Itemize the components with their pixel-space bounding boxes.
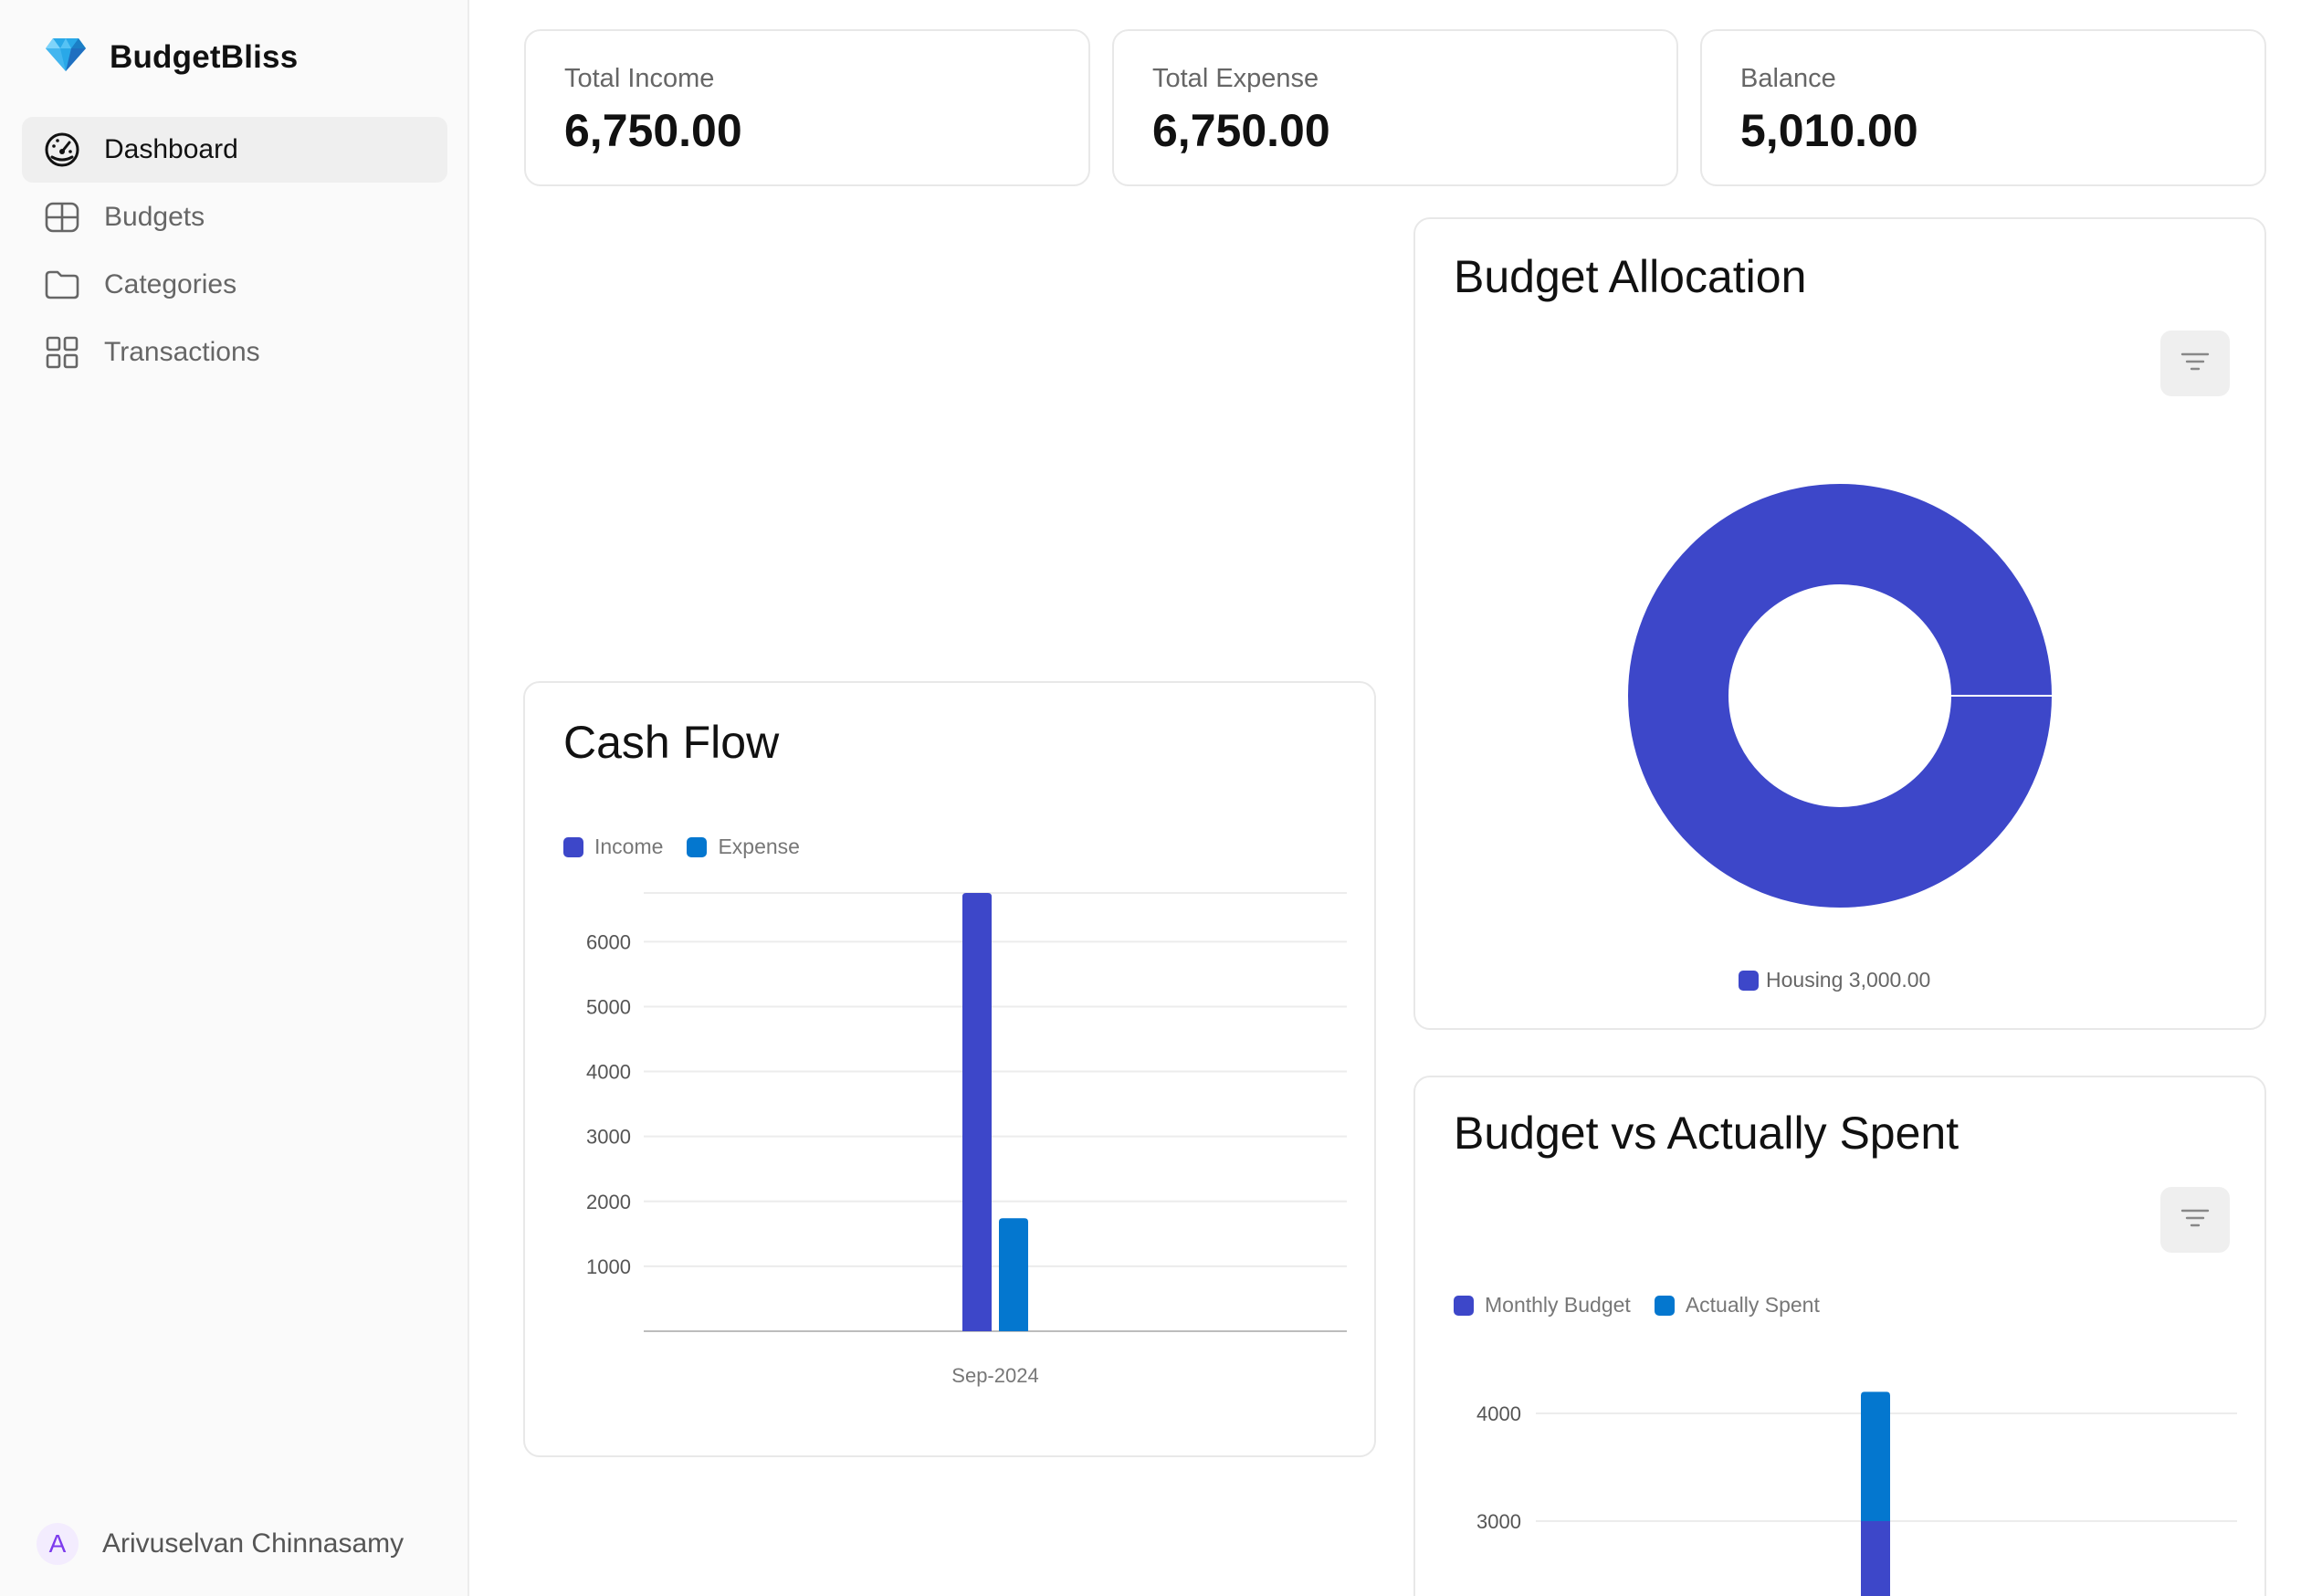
filter-button[interactable] [2160, 331, 2230, 396]
card-title: Budget vs Actually Spent [1454, 1108, 1960, 1159]
y-tick-label: 3000 [586, 1126, 631, 1149]
bar-expense [999, 1218, 1028, 1331]
legend-item-expense[interactable]: Expense [687, 835, 800, 859]
stat-label: Total Expense [1152, 64, 1319, 93]
stat-card-balance: Balance 5,010.00 [1700, 29, 2266, 186]
folder-icon [44, 267, 80, 303]
legend-item-monthly-budget[interactable]: Monthly Budget [1454, 1293, 1631, 1318]
legend-swatch [1654, 1295, 1675, 1316]
sidebar-item-label: Dashboard [104, 134, 238, 164]
legend-item-actually-spent[interactable]: Actually Spent [1654, 1293, 1820, 1318]
cash-flow-chart: 1000 2000 3000 4000 5000 6000 Sep-2024 [586, 892, 1347, 1387]
legend-swatch [1739, 970, 1759, 991]
stat-label: Total Income [564, 64, 715, 93]
chart-legend: Housing 3,000.00 [1739, 968, 1930, 992]
sidebar-item-label: Budgets [104, 202, 205, 232]
legend-label: Expense [718, 835, 800, 858]
brand[interactable]: BudgetBliss [44, 37, 298, 78]
diamond-logo-icon [44, 37, 88, 78]
legend-label: Housing 3,000.00 [1766, 968, 1931, 992]
stat-card-total-income: Total Income 6,750.00 [524, 29, 1090, 186]
y-tick-label: 2000 [586, 1191, 631, 1213]
legend-label: Actually Spent [1685, 1293, 1820, 1317]
y-tick-label: 1000 [586, 1255, 631, 1278]
filter-button[interactable] [2160, 1187, 2230, 1253]
legend-label: Monthly Budget [1485, 1293, 1631, 1317]
filter-icon [2180, 351, 2210, 377]
budget-grid-icon [44, 199, 80, 236]
sidebar-item-budgets[interactable]: Budgets [22, 184, 447, 250]
stat-card-total-expense: Total Expense 6,750.00 [1112, 29, 1678, 186]
sidebar: BudgetBliss Dashboard [0, 0, 469, 1596]
app-name: BudgetBliss [110, 38, 299, 75]
legend-item-income[interactable]: Income [563, 835, 663, 859]
y-tick-label: 6000 [586, 930, 631, 953]
y-tick-label: 4000 [586, 1061, 631, 1084]
stat-value: 5,010.00 [1740, 105, 1918, 156]
user-profile[interactable]: A Arivuselvan Chinnasamy [37, 1523, 404, 1565]
budget-vs-spent-card: Budget vs Actually Spent Monthly Budget … [1413, 1076, 2266, 1596]
avatar: A [37, 1523, 79, 1565]
legend-swatch [1454, 1295, 1474, 1316]
sidebar-item-label: Transactions [104, 337, 260, 367]
sidebar-item-dashboard[interactable]: Dashboard [22, 117, 447, 183]
y-tick-label: 4000 [1476, 1402, 1521, 1425]
y-tick-label: 3000 [1476, 1510, 1521, 1533]
bar-monthly-budget [1861, 1521, 1890, 1596]
card-title: Budget Allocation [1454, 251, 1807, 302]
cash-flow-card: Cash Flow Income Expense 1000 2000 3000 400… [523, 681, 1376, 1457]
filter-icon [2180, 1207, 2210, 1234]
bar-actually-spent [1861, 1391, 1890, 1521]
stat-value: 6,750.00 [564, 105, 742, 156]
card-title: Cash Flow [563, 717, 780, 768]
budget-allocation-donut [1628, 484, 2052, 908]
sidebar-item-categories[interactable]: Categories [22, 252, 447, 318]
sidebar-nav: Dashboard Budgets Categories [22, 117, 447, 387]
gauge-icon [44, 131, 80, 168]
y-tick-label: 5000 [586, 995, 631, 1018]
sidebar-item-transactions[interactable]: Transactions [22, 320, 447, 385]
x-tick-label: Sep-2024 [951, 1364, 1038, 1387]
budget-allocation-card: Budget Allocation Housing 3,000.00 [1413, 217, 2266, 1030]
stat-label: Balance [1740, 64, 1836, 93]
legend-item-housing[interactable]: Housing 3,000.00 [1739, 968, 1930, 992]
user-name: Arivuselvan Chinnasamy [102, 1528, 405, 1559]
sidebar-item-label: Categories [104, 269, 237, 299]
budget-vs-spent-chart: 3000 4000 [1476, 1391, 2237, 1596]
legend-label: Income [594, 835, 664, 858]
legend-swatch [687, 836, 708, 857]
bar-income [962, 893, 992, 1331]
chart-legend: Monthly Budget Actually Spent [1454, 1293, 1820, 1318]
chart-legend: Income Expense [563, 835, 800, 859]
legend-swatch [563, 836, 583, 857]
grid-icon [44, 334, 80, 371]
stat-value: 6,750.00 [1152, 105, 1330, 156]
